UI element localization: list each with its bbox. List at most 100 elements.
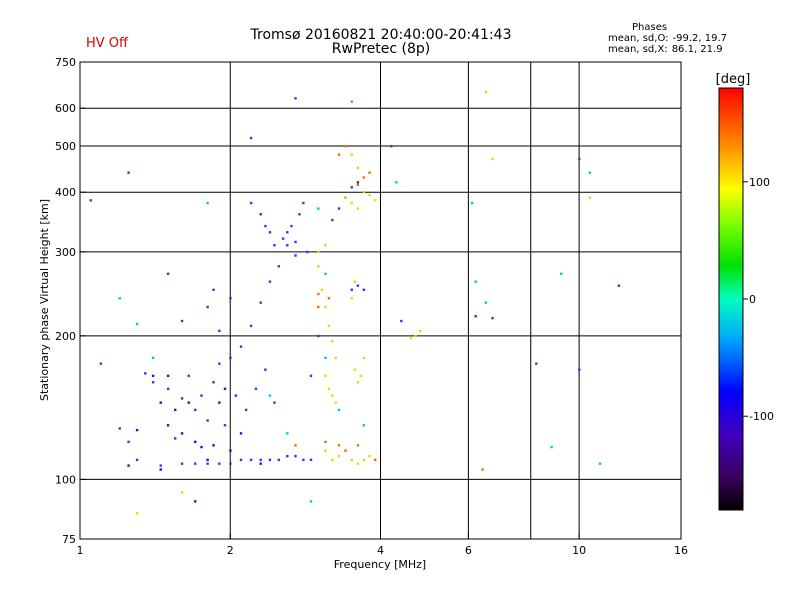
x-tick-label: 1 bbox=[77, 544, 84, 557]
data-point bbox=[331, 218, 334, 222]
data-point bbox=[317, 207, 320, 210]
data-point bbox=[187, 401, 190, 404]
data-point bbox=[173, 437, 177, 440]
data-point bbox=[302, 458, 305, 462]
data-point bbox=[350, 153, 353, 156]
data-point bbox=[286, 454, 289, 458]
data-point bbox=[259, 213, 262, 216]
data-point bbox=[234, 394, 238, 397]
phase-stats-o-label: mean, sd,O: bbox=[608, 33, 669, 44]
data-point bbox=[470, 201, 474, 205]
x-tick-label: 4 bbox=[377, 544, 384, 557]
data-point bbox=[277, 265, 281, 268]
data-point bbox=[327, 387, 331, 391]
data-point bbox=[249, 458, 253, 462]
data-point bbox=[200, 394, 203, 397]
data-point bbox=[239, 458, 243, 462]
data-point bbox=[350, 297, 353, 300]
data-point bbox=[481, 468, 484, 471]
data-point bbox=[180, 397, 184, 400]
data-point bbox=[229, 462, 232, 465]
data-points bbox=[89, 90, 621, 515]
data-point bbox=[166, 387, 170, 391]
data-point bbox=[194, 408, 197, 412]
data-point bbox=[368, 454, 371, 458]
data-point bbox=[135, 428, 139, 432]
data-point bbox=[491, 316, 494, 320]
phase-stats-o-values: -99.2, 19.7 bbox=[672, 33, 728, 44]
data-point bbox=[268, 280, 272, 283]
data-point bbox=[249, 201, 253, 205]
data-point bbox=[362, 424, 366, 427]
data-point bbox=[206, 462, 209, 465]
data-point bbox=[550, 445, 553, 449]
chart-subtitle: RwPretec (8p) bbox=[331, 41, 431, 57]
data-point bbox=[180, 432, 184, 435]
y-tick-label: 600 bbox=[55, 102, 76, 115]
data-point bbox=[206, 458, 209, 462]
data-point bbox=[277, 458, 281, 462]
data-point bbox=[268, 231, 272, 234]
data-point bbox=[356, 207, 360, 210]
data-point bbox=[281, 237, 285, 240]
data-point bbox=[356, 444, 360, 447]
data-point bbox=[362, 356, 366, 360]
y-tick-label: 200 bbox=[55, 330, 76, 343]
data-point bbox=[350, 100, 353, 103]
data-point bbox=[218, 462, 221, 465]
data-point bbox=[353, 368, 357, 371]
data-point bbox=[474, 315, 477, 318]
data-point bbox=[118, 427, 121, 430]
data-point bbox=[350, 288, 353, 291]
data-point bbox=[286, 244, 289, 247]
data-point bbox=[223, 387, 227, 391]
data-point bbox=[290, 224, 293, 228]
data-point bbox=[337, 153, 341, 156]
data-point bbox=[395, 181, 398, 184]
data-point bbox=[535, 362, 538, 365]
y-tick-label: 500 bbox=[55, 140, 76, 153]
data-point bbox=[206, 419, 209, 422]
data-point bbox=[337, 444, 341, 447]
data-point bbox=[356, 181, 360, 184]
y-axis-label: Stationary phase Virtual Height [km] bbox=[38, 199, 51, 401]
phase-stats-x: mean, sd,X: 86.1, 21.9 bbox=[608, 44, 727, 55]
data-point bbox=[317, 305, 320, 309]
data-point bbox=[356, 381, 360, 384]
data-point bbox=[180, 491, 184, 494]
data-point bbox=[127, 440, 130, 444]
phase-stats-title: Phases bbox=[632, 22, 668, 33]
data-point bbox=[337, 408, 341, 412]
data-point bbox=[166, 424, 170, 427]
data-point bbox=[294, 240, 297, 244]
data-point bbox=[239, 432, 243, 435]
data-point bbox=[337, 454, 341, 458]
data-point bbox=[159, 464, 162, 467]
data-point bbox=[194, 462, 197, 465]
data-point bbox=[491, 157, 494, 161]
data-point bbox=[302, 201, 305, 205]
data-point bbox=[135, 322, 139, 326]
data-point bbox=[331, 394, 334, 397]
data-point bbox=[286, 231, 289, 234]
x-tick-label: 2 bbox=[227, 544, 234, 557]
data-point bbox=[194, 440, 197, 444]
data-point bbox=[327, 324, 331, 328]
data-point bbox=[317, 265, 320, 268]
data-point bbox=[324, 305, 327, 309]
phase-stats-x-label: mean, sd,X: bbox=[608, 44, 668, 55]
phase-stats-x-values: 86.1, 21.9 bbox=[671, 44, 723, 55]
data-point bbox=[368, 193, 371, 197]
data-point bbox=[362, 288, 366, 291]
data-point bbox=[135, 458, 139, 462]
data-point bbox=[317, 292, 320, 296]
data-point bbox=[273, 401, 276, 404]
colorbar-tick-label: 100 bbox=[749, 176, 770, 189]
data-point bbox=[151, 356, 155, 360]
data-point bbox=[244, 408, 248, 412]
colorbar-tick-label: -100 bbox=[749, 410, 774, 423]
data-point bbox=[206, 305, 209, 309]
data-point bbox=[286, 432, 289, 435]
data-point bbox=[268, 458, 272, 462]
data-point bbox=[334, 356, 337, 360]
